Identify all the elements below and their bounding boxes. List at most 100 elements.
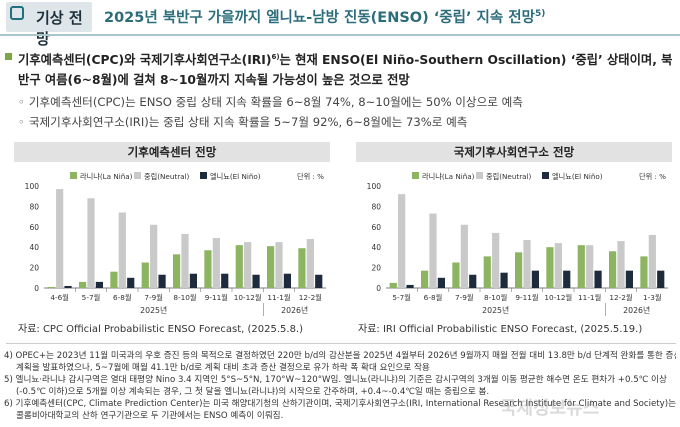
bar-el_nino xyxy=(657,270,665,288)
bar-neutral xyxy=(492,232,500,288)
bar-el_nino xyxy=(563,270,571,288)
bar-la_nina xyxy=(609,251,617,288)
year-label-2025: 2025년 xyxy=(482,305,509,315)
bar-el_nino xyxy=(531,270,539,288)
legend-label-neutral: 중립(Neutral) xyxy=(144,172,190,181)
bar-neutral xyxy=(648,234,656,288)
unit-label: 단위 : % xyxy=(297,172,324,181)
iri-chart-panel: 국제기후사회연구소 전망 라니냐(La Niña) 중립(Neutral) 엘니뇨(… xyxy=(356,142,672,316)
footnote-line: 6) 기후예측센터(CPC, Climate Prediction Center… xyxy=(4,399,676,409)
bar-la_nina xyxy=(421,270,429,288)
cpc-chart: 라니냐(La Niña) 중립(Neutral) 엘니뇨(El Niño) 단위 : … xyxy=(25,172,326,316)
y-tick-label: 40 xyxy=(29,243,39,252)
bar-la_nina xyxy=(141,262,149,288)
bar-el_nino xyxy=(594,270,602,288)
x-tick-label: 8-10월 xyxy=(173,293,196,302)
section-label: 기상 전망 xyxy=(36,9,83,48)
y-tick-label: 20 xyxy=(29,264,39,273)
section-icon xyxy=(10,6,24,20)
bar-la_nina xyxy=(515,252,523,288)
y-tick-label: 40 xyxy=(371,243,381,252)
bar-neutral xyxy=(398,194,406,288)
main-bullet-rest: 는 현재 ENSO(El Niño-Southern Oscillation) … xyxy=(18,53,673,88)
bar-la_nina xyxy=(79,281,87,288)
bar-el_nino xyxy=(189,273,197,288)
y-tick-label: 100 xyxy=(367,182,382,191)
bar-el_nino xyxy=(469,274,477,288)
year-label-2026: 2026년 xyxy=(281,305,308,315)
x-tick-label: 9-11월 xyxy=(515,293,538,302)
bar-el_nino xyxy=(283,273,291,288)
x-tick-label: 6-8월 xyxy=(113,293,132,302)
main-bullet-footnote-mark: 6) xyxy=(271,53,280,61)
bar-la_nina xyxy=(173,254,181,288)
cpc-chart-title: 기후예측센터 전망 xyxy=(14,142,330,162)
y-tick-label: 80 xyxy=(371,202,381,211)
bar-la_nina xyxy=(546,247,554,288)
footnote-divider xyxy=(6,343,676,344)
bar-neutral xyxy=(586,245,594,288)
bar-el_nino xyxy=(221,273,229,288)
legend-label-la_nina: 라니냐(La Niña) xyxy=(80,172,133,181)
bar-el_nino xyxy=(95,281,103,288)
x-tick-label: 1-3월 xyxy=(643,293,662,302)
bar-neutral xyxy=(554,243,562,288)
bar-neutral xyxy=(56,189,64,288)
bar-neutral xyxy=(523,240,531,288)
year-label-2026: 2026년 xyxy=(623,305,650,315)
bar-la_nina xyxy=(47,286,55,288)
bar-la_nina xyxy=(235,245,243,288)
y-tick-label: 0 xyxy=(376,284,381,293)
footnote-line: 계획을 발표하였으나, 5~7월에 매월 41.1만 b/d로 계획 대비 초과… xyxy=(16,363,430,373)
legend-swatch-el_nino xyxy=(542,172,549,179)
iri-source: 자료: IRI Official Probabilistic ENSO Fore… xyxy=(358,324,643,335)
sub-bullet-dot-icon: ◦ xyxy=(18,95,25,109)
iri-chart-title: 국제기후사회연구소 전망 xyxy=(356,142,672,162)
legend-swatch-neutral xyxy=(134,172,141,179)
iri-chart: 라니냐(La Niña) 중립(Neutral) 엘니뇨(El Niño) 단위 : … xyxy=(367,172,668,316)
footnote-line: 콜롬비아대학교의 산하 연구기관으로 두 기관에서는 ENSO 예측이 이뤄짐. xyxy=(16,411,284,421)
y-tick-label: 0 xyxy=(34,284,39,293)
x-tick-label: 5-7월 xyxy=(392,293,411,302)
x-tick-label: 10-12월 xyxy=(544,293,572,302)
bar-la_nina xyxy=(204,250,212,288)
bar-el_nino xyxy=(315,274,323,288)
sub-bullet-1: ◦ 기후예측센터(CPC)는 ENSO 중립 상태 지속 확률을 6~8월 74%… xyxy=(18,94,523,110)
watermark: 국제정보뉴스 xyxy=(500,398,600,419)
sub-bullet-dot-icon: ◦ xyxy=(18,115,25,129)
page-title: 2025년 북반구 가을까지 엘니뇨-남방 진동(ENSO) ‘중립’ 지속 전… xyxy=(104,6,545,27)
header-rule xyxy=(0,34,680,36)
x-tick-label: 4-6월 xyxy=(50,293,69,302)
bar-neutral xyxy=(212,238,220,288)
bar-la_nina xyxy=(267,246,275,288)
y-tick-label: 20 xyxy=(371,264,381,273)
x-tick-label: 10-12월 xyxy=(234,293,262,302)
bar-el_nino xyxy=(406,284,414,288)
bar-neutral xyxy=(150,224,158,288)
x-tick-label: 11-1월 xyxy=(578,293,601,302)
bullet-square-icon xyxy=(5,53,12,60)
legend-label-el_nino: 엘니뇨(El Niño) xyxy=(552,172,603,181)
legend-label-la_nina: 라니냐(La Niña) xyxy=(422,172,475,181)
bar-neutral xyxy=(429,213,437,288)
x-tick-label: 6-8월 xyxy=(424,293,443,302)
x-tick-label: 7-9월 xyxy=(144,293,163,302)
bar-neutral xyxy=(460,224,468,288)
x-tick-label: 8-10월 xyxy=(484,293,507,302)
x-tick-label: 9-11월 xyxy=(205,293,228,302)
legend-swatch-el_nino xyxy=(200,172,207,179)
bar-el_nino xyxy=(500,272,508,288)
main-bullet: 기후예측센터(CPC)와 국제기후사회연구소(IRI)6)는 현재 ENSO(E… xyxy=(5,47,673,90)
x-tick-label: 11-1월 xyxy=(267,293,290,302)
year-label-2025: 2025년 xyxy=(140,305,167,315)
y-tick-label: 80 xyxy=(29,202,39,211)
cpc-source: 자료: CPC Official Probabilistic ENSO Fore… xyxy=(18,324,304,335)
bar-la_nina xyxy=(483,256,491,288)
bar-neutral xyxy=(306,239,314,288)
y-tick-label: 60 xyxy=(29,223,39,232)
bar-el_nino xyxy=(64,285,72,288)
bar-el_nino xyxy=(127,277,135,288)
x-tick-label: 12-2월 xyxy=(609,293,632,302)
legend-swatch-la_nina xyxy=(412,172,419,179)
footnote-line: 4) OPEC+는 2023년 11월 미국과의 우호 증진 등의 목적으로 결… xyxy=(4,351,676,361)
